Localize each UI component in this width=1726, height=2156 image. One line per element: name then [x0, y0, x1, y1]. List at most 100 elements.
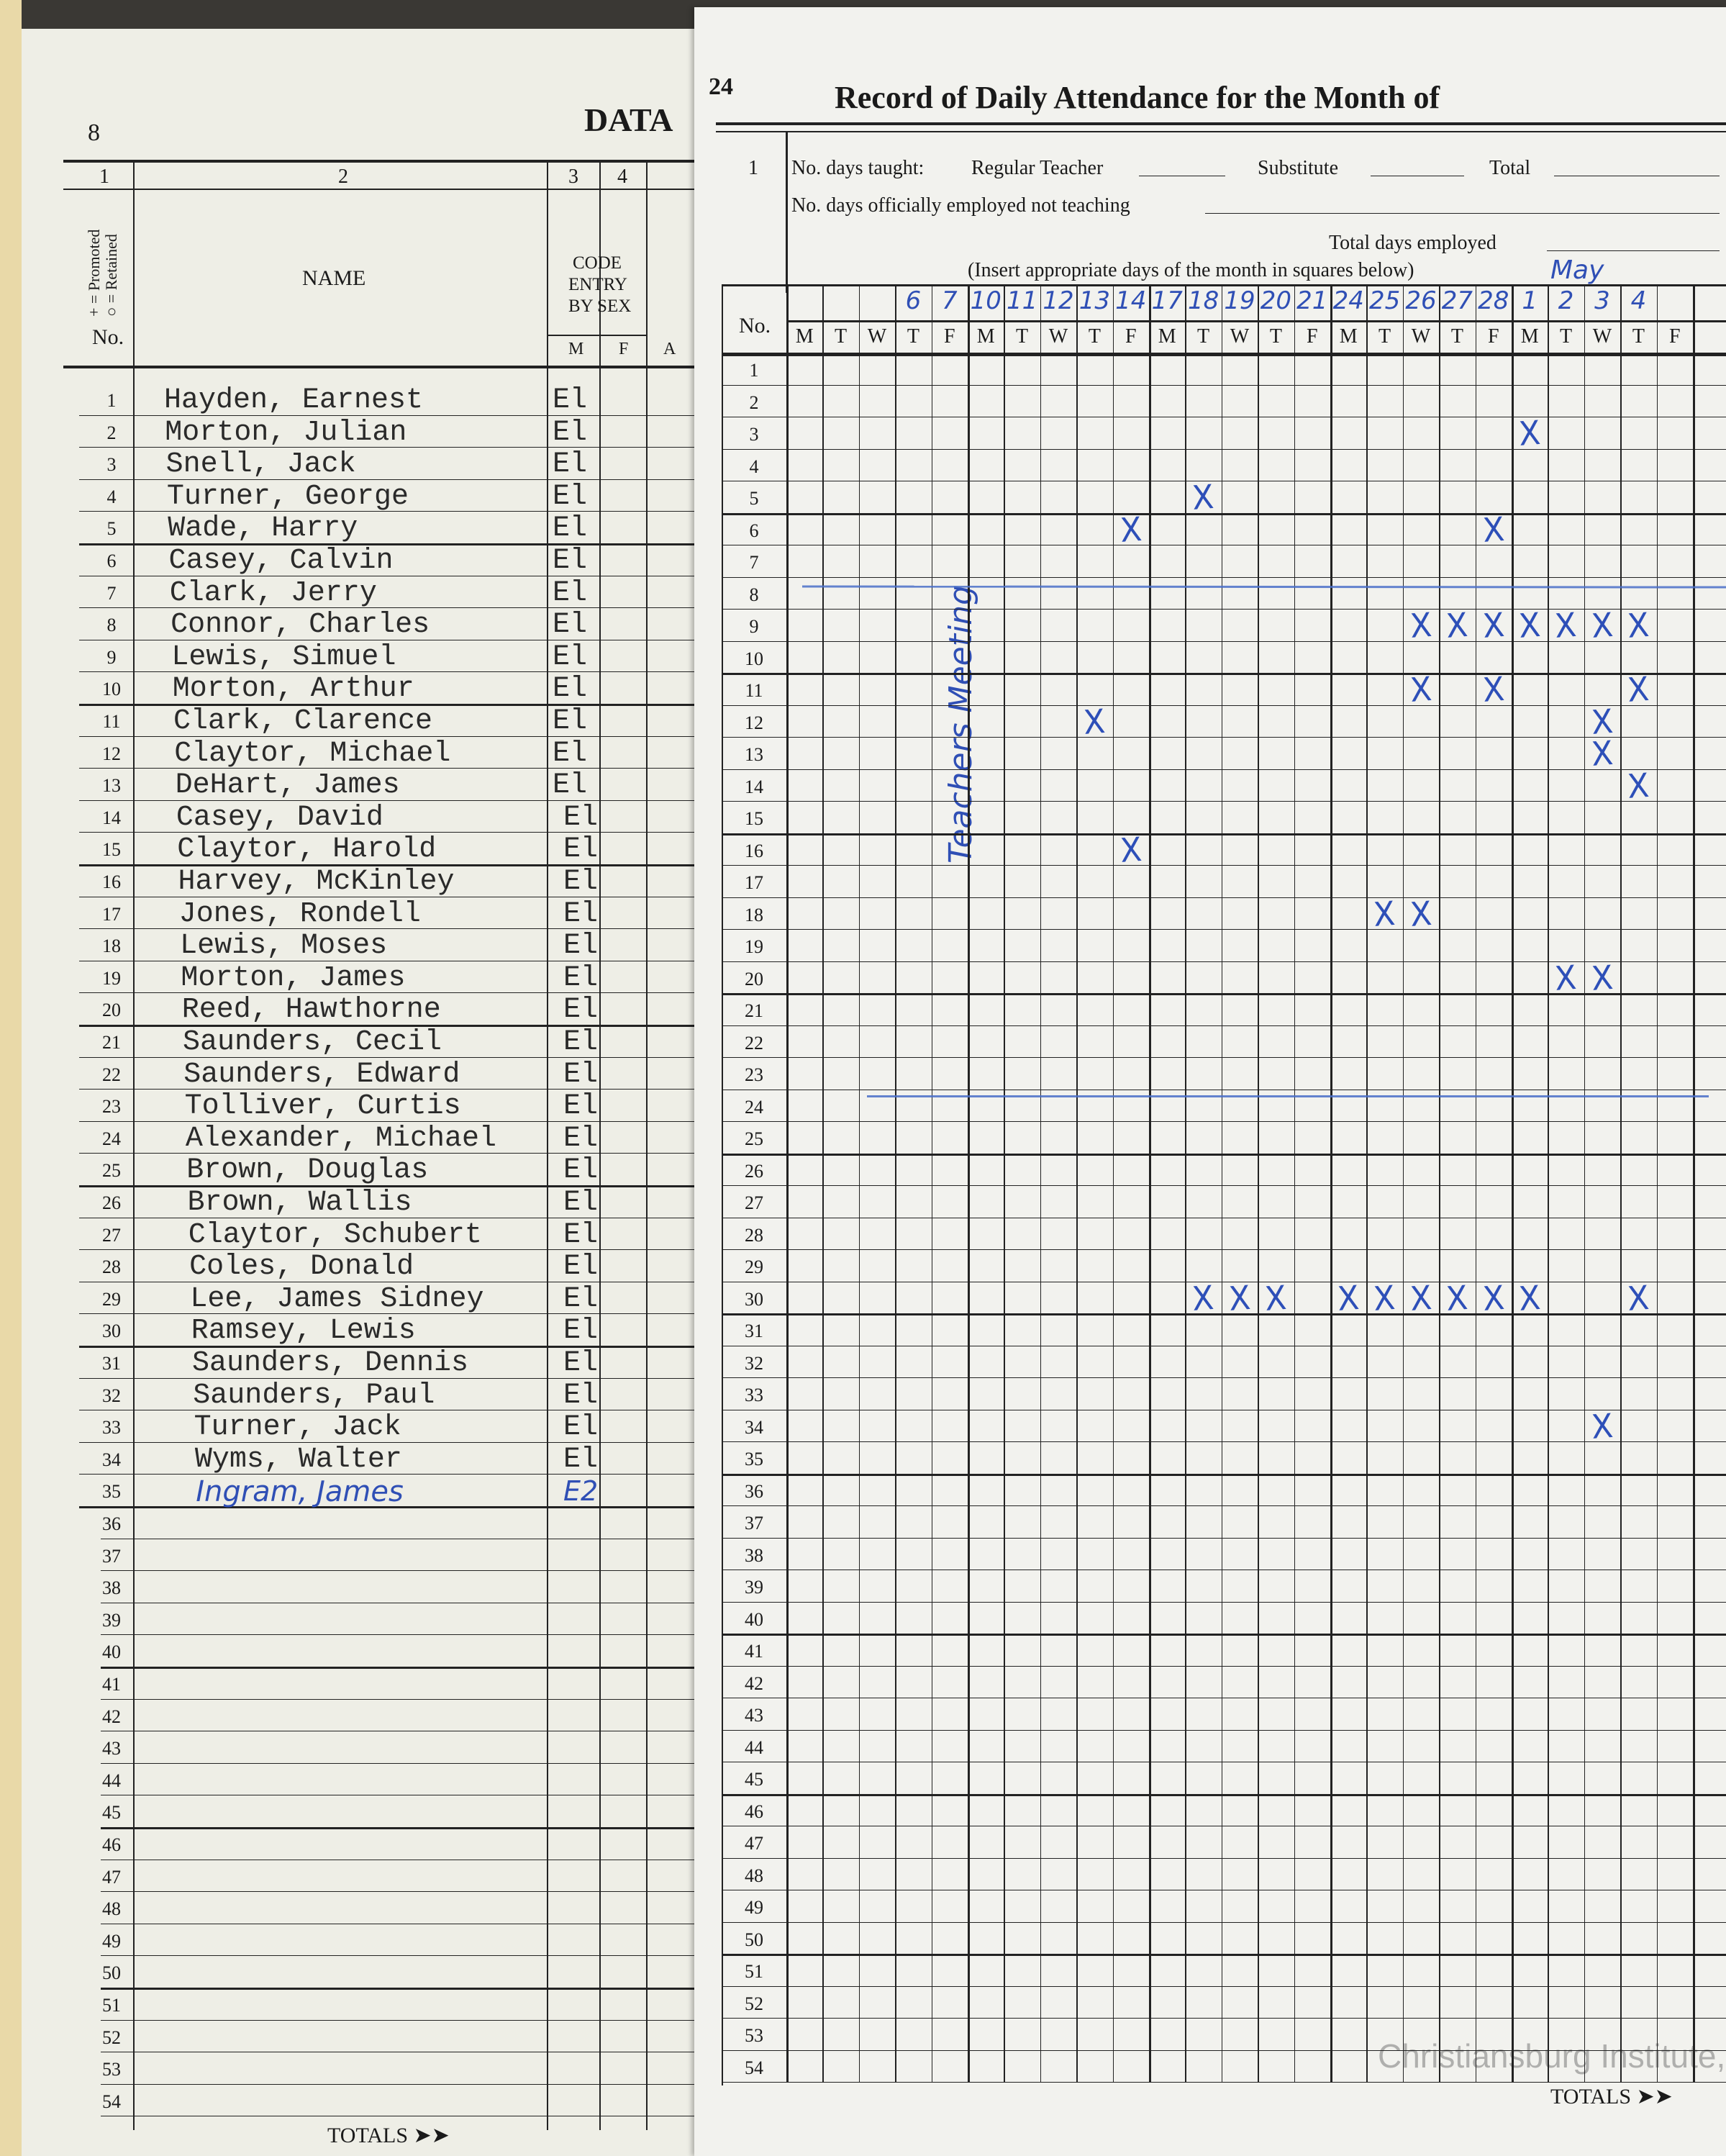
no-header: No.: [92, 325, 124, 349]
day-col-rule: [1112, 284, 1114, 2082]
row-number: 53: [102, 2059, 121, 2080]
absence-mark: X: [1445, 604, 1469, 646]
row-number: 28: [102, 1256, 121, 1278]
student-name: Lewis, Simuel: [171, 640, 396, 674]
grid-row-number: 5: [749, 488, 759, 509]
day-col-rule: [931, 284, 933, 2082]
student-code: El: [563, 1218, 599, 1251]
total-label: Total: [1489, 157, 1531, 179]
grid-row-number: 35: [745, 1449, 763, 1469]
row-rule: [79, 1474, 698, 1475]
total-days-employed-field[interactable]: [1547, 250, 1720, 251]
grid-row-number: 43: [745, 1705, 763, 1726]
student-code: El: [563, 994, 599, 1027]
grid-row-rule: [722, 448, 1726, 450]
absence-mark: X: [1481, 669, 1506, 710]
row-rule: [79, 543, 698, 545]
no-header: No.: [739, 314, 771, 338]
grid-row-rule: [722, 1954, 1726, 1956]
absence-mark: X: [1191, 476, 1216, 518]
row-rule: [79, 1089, 698, 1090]
row-rule: [79, 1377, 698, 1379]
row-rule: [79, 479, 698, 480]
employed-not-teaching-field[interactable]: [1205, 213, 1720, 214]
weekday-letter: M: [1339, 325, 1358, 348]
grid-row-number: 44: [745, 1736, 763, 1758]
month-value: May: [1550, 255, 1604, 285]
grid-row-number: 42: [745, 1672, 763, 1694]
row-rule: [79, 671, 698, 673]
date-cell: 1: [1522, 286, 1538, 315]
col-divider: [646, 160, 648, 2130]
grid-row-number: 27: [745, 1192, 763, 1213]
student-code: El: [563, 1282, 599, 1315]
grid-row-number: 41: [745, 1641, 763, 1662]
row-rule: [79, 1313, 698, 1315]
weekday-letter: W: [1592, 325, 1612, 348]
title-rule: [716, 122, 1726, 125]
row-rule: [79, 735, 698, 737]
absence-mark: X: [1082, 701, 1107, 742]
strike-line-row-8: [801, 585, 1726, 589]
weekday-letter: F: [1488, 325, 1499, 348]
age-header: A: [663, 340, 676, 358]
grid-row-number: 9: [749, 616, 759, 637]
weekday-row-rule: [786, 320, 1726, 322]
absence-mark: X: [1626, 1277, 1650, 1318]
row-number: 15: [102, 839, 121, 861]
grid-row-number: 14: [745, 776, 763, 797]
date-cell: 26: [1405, 286, 1437, 315]
weekday-letter: T: [907, 325, 919, 348]
grid-row-number: 3: [749, 424, 759, 445]
grid-row-number: 50: [745, 1929, 763, 1950]
student-code: El: [553, 448, 588, 481]
student-code: El: [563, 866, 599, 898]
day-col-rule: [1294, 284, 1296, 2082]
absence-mark: X: [1517, 412, 1542, 454]
date-cell: 17: [1151, 286, 1183, 315]
date-cell: 6: [905, 286, 922, 315]
grid-row-rule: [722, 1537, 1726, 1539]
row-rule: [79, 1056, 698, 1058]
grid-row-rule: [722, 1665, 1726, 1667]
row-rule: [79, 1346, 698, 1348]
title-rule-2: [716, 131, 1726, 132]
weekday-letter: T: [1560, 325, 1573, 348]
grid-row-number: 8: [749, 584, 759, 605]
grid-row-number: 53: [745, 2025, 763, 2046]
days-taught-label: No. days taught:: [791, 157, 925, 179]
grid-row-rule: [722, 929, 1726, 930]
weekday-letter: W: [1411, 325, 1431, 348]
row-rule: [101, 2019, 698, 2021]
day-col-rule: [1620, 284, 1622, 2082]
grid-row-rule: [722, 865, 1726, 866]
grid-row-rule: [722, 833, 1726, 835]
row-rule: [79, 1185, 698, 1187]
student-name: Snell, Jack: [165, 448, 356, 481]
column-number: 2: [338, 166, 348, 188]
day-col-rule: [1548, 284, 1549, 2082]
row-rule: [79, 928, 698, 930]
weekday-letter: T: [1450, 325, 1463, 348]
student-code: El: [563, 833, 599, 866]
student-name: Lewis, Moses: [180, 930, 388, 963]
student-name: Wyms, Walter: [194, 1443, 402, 1476]
grid-top-rule: [722, 353, 1726, 356]
student-name: Connor, Charles: [171, 609, 430, 642]
row-number: 27: [102, 1224, 121, 1246]
grid-row-rule: [722, 897, 1726, 898]
right-totals-label: TOTALS ➤➤: [1550, 2085, 1673, 2109]
row-number: 47: [102, 1866, 121, 1888]
grid-row-number: 37: [745, 1513, 763, 1534]
grid-row-number: 7: [749, 552, 759, 573]
row-rule: [101, 1762, 698, 1764]
left-page: 8 DATA TOTALS ➤➤ 1 2 3 4 + = Promoted ○ = Ret…: [22, 29, 698, 2156]
row-number: 12: [102, 743, 121, 764]
grid-row-rule: [722, 512, 1726, 515]
date-cell: 10: [970, 286, 1001, 315]
row-number: 37: [102, 1545, 121, 1567]
weekday-letter: M: [1520, 325, 1539, 348]
row-number: 31: [102, 1353, 121, 1374]
substitute-label: Substitute: [1258, 157, 1339, 179]
row-rule: [79, 832, 698, 833]
